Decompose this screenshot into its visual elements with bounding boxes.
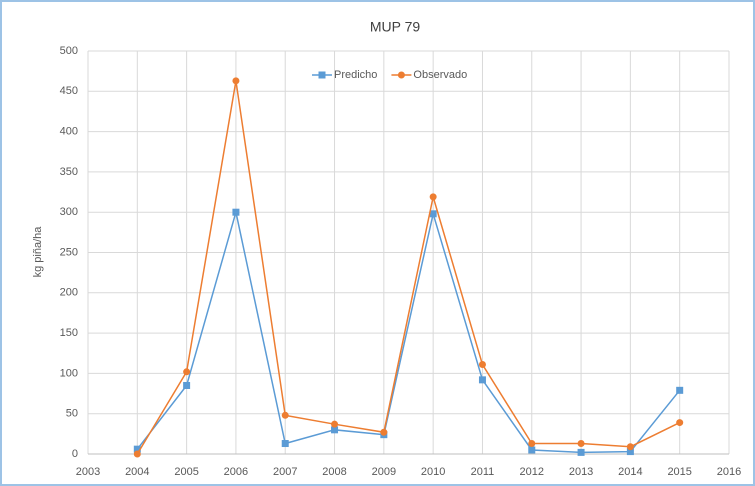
data-point (183, 381, 191, 389)
data-point (331, 420, 339, 428)
data-point (528, 440, 536, 448)
chart-title: MUP 79 (370, 19, 421, 35)
data-point (380, 428, 388, 436)
data-point (281, 440, 289, 448)
x-tick-label: 2013 (569, 466, 593, 478)
data-point (183, 368, 191, 376)
data-point (626, 448, 634, 456)
x-tick-label: 2010 (421, 466, 445, 478)
x-tick-label: 2007 (273, 466, 297, 478)
data-point (478, 361, 486, 369)
data-point (429, 210, 437, 218)
data-point (676, 419, 684, 427)
data-point (626, 443, 634, 451)
y-tick-label: 400 (60, 126, 78, 138)
x-tick-label: 2006 (224, 466, 248, 478)
data-point (429, 193, 437, 201)
x-tick-label: 2016 (717, 466, 741, 478)
y-tick-label: 300 (60, 206, 78, 218)
y-tick-label: 200 (60, 287, 78, 299)
data-point (478, 376, 486, 384)
data-point (133, 450, 141, 458)
y-tick-label: 150 (60, 327, 78, 339)
x-tick-label: 2011 (471, 466, 495, 478)
y-tick-label: 350 (60, 166, 78, 178)
y-tick-label: 250 (60, 246, 78, 258)
legend-marker (318, 71, 326, 79)
data-point (232, 208, 240, 216)
x-tick-label: 2003 (76, 466, 100, 478)
data-point (133, 445, 141, 453)
data-point (232, 77, 240, 85)
y-axis-label: kg piña/ha (32, 226, 44, 278)
x-tick-label: 2004 (125, 466, 149, 478)
y-tick-label: 50 (66, 408, 78, 420)
x-tick-label: 2008 (322, 466, 346, 478)
data-point (577, 448, 585, 456)
data-point (577, 440, 585, 448)
data-point (676, 386, 684, 394)
x-tick-label: 2014 (618, 466, 642, 478)
data-point (528, 446, 536, 454)
series-line (136, 210, 681, 454)
y-tick-label: 500 (60, 45, 78, 57)
x-tick-label: 2012 (520, 466, 544, 478)
legend-label: Observado (413, 69, 467, 81)
y-tick-label: 0 (72, 448, 78, 460)
data-point (331, 426, 339, 434)
x-tick-label: 2015 (667, 466, 691, 478)
legend-marker (397, 71, 405, 79)
legend-label: Predicho (334, 69, 377, 81)
y-tick-label: 450 (60, 85, 78, 97)
x-tick-label: 2005 (174, 466, 198, 478)
data-point (281, 411, 289, 419)
x-tick-label: 2009 (372, 466, 396, 478)
series-line (136, 80, 681, 455)
y-tick-label: 100 (60, 367, 78, 379)
